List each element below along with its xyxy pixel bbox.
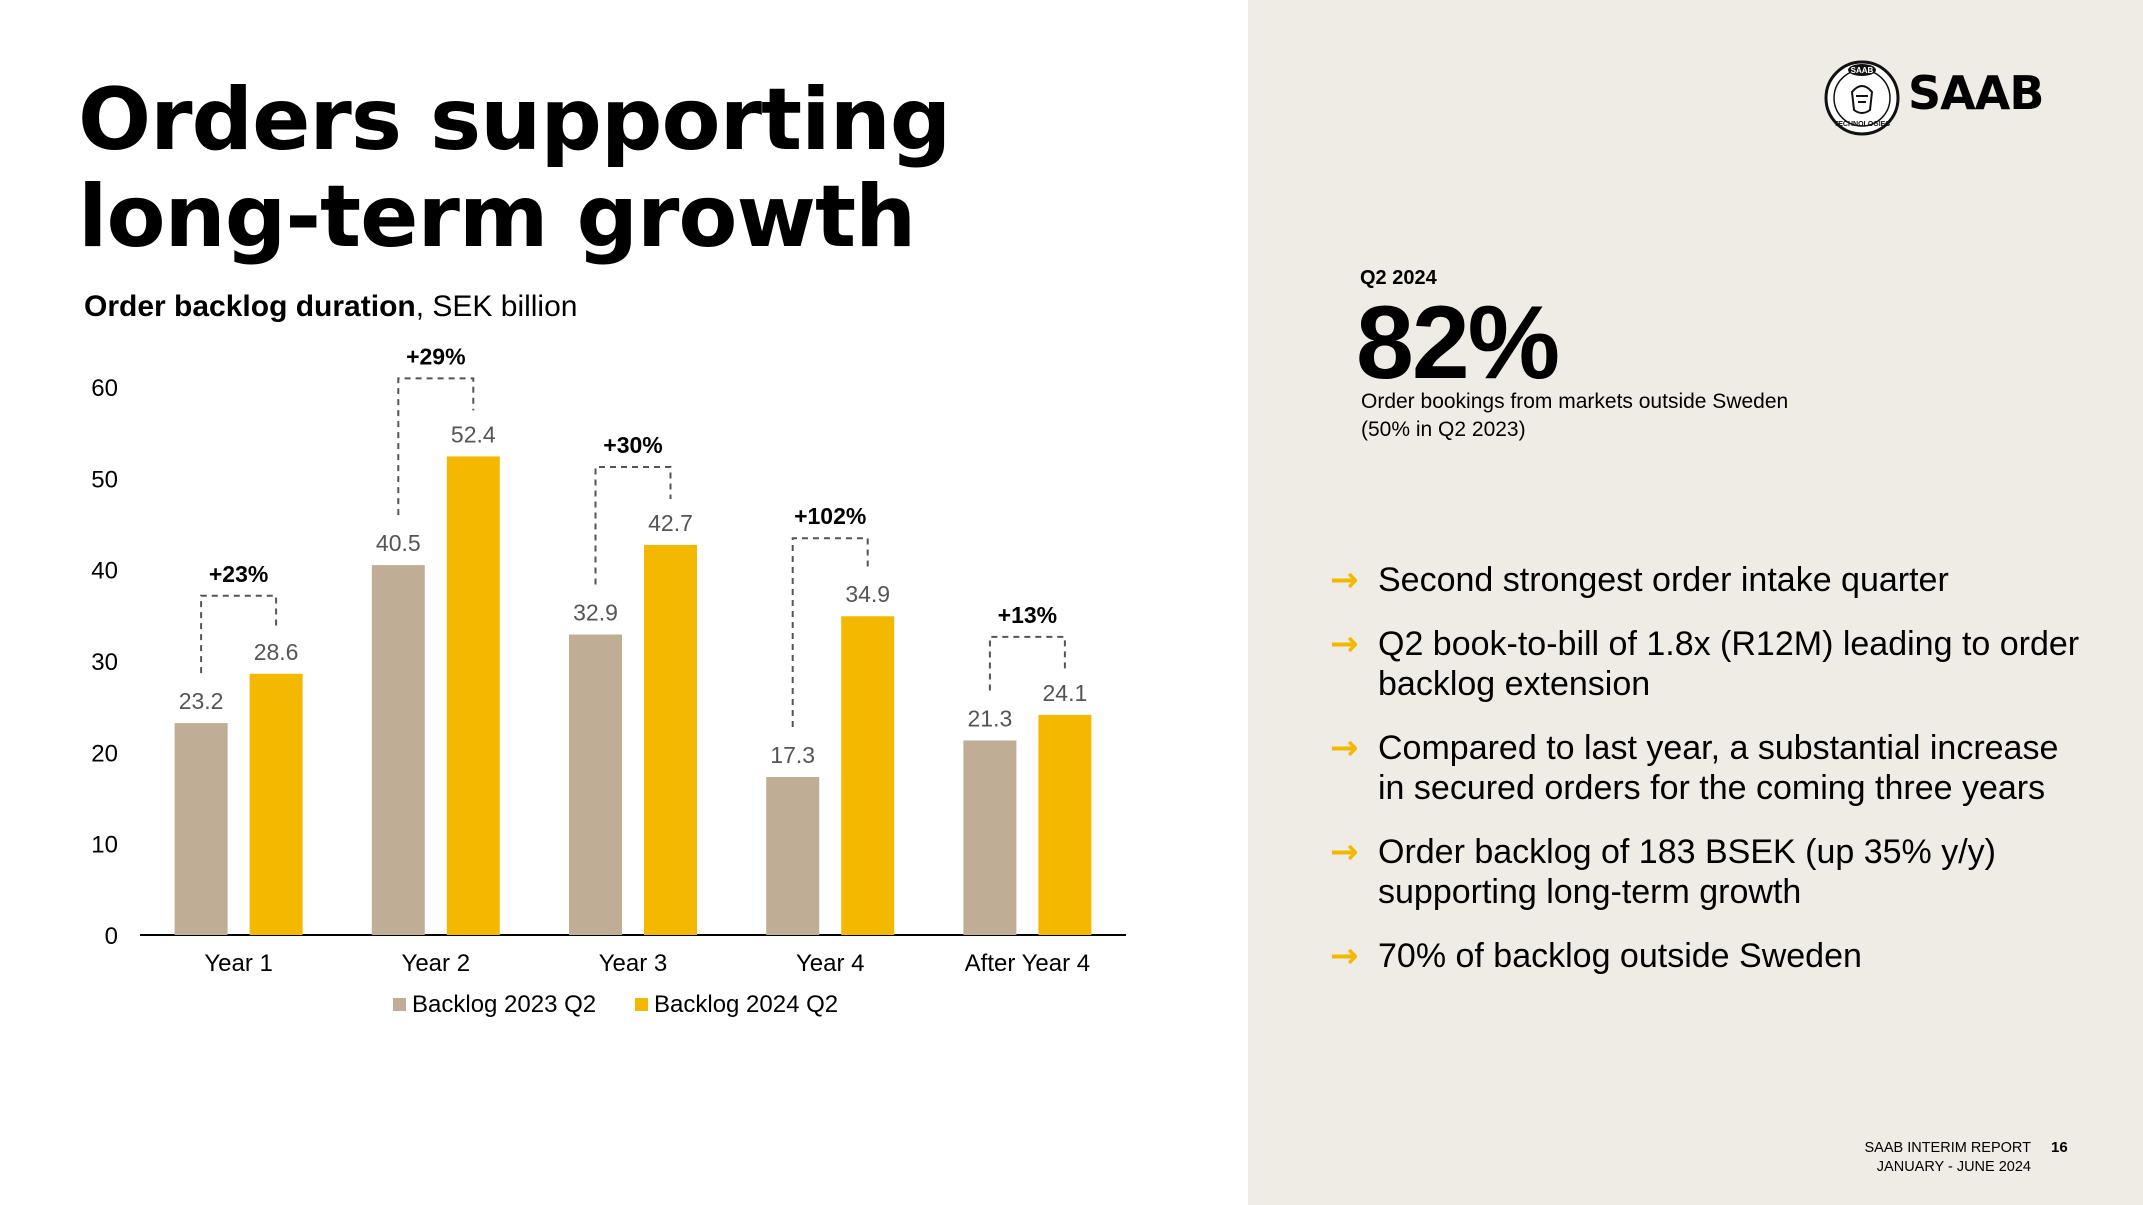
y-tick-label: 40 xyxy=(91,558,118,585)
kpi-value: 82% xyxy=(1356,285,1560,401)
highlight-item: → 70% of backlog outside Sweden xyxy=(1330,936,2090,976)
bar-backlog-2023-q2 xyxy=(766,776,820,935)
growth-bracket xyxy=(988,635,1066,691)
growth-label: +102% xyxy=(794,503,866,529)
highlight-text: Order backlog of 183 BSEK (up 35% y/y) s… xyxy=(1378,833,1996,911)
x-category-label: Year 2 xyxy=(402,950,471,977)
saab-wordmark: SAAB xyxy=(1908,66,2044,120)
arrow-right-icon: → xyxy=(1330,560,1359,600)
bar-backlog-2023-q2 xyxy=(569,634,622,935)
svg-text:SAAB: SAAB xyxy=(1851,66,1874,75)
kpi-description: Order bookings from markets outside Swed… xyxy=(1361,388,1788,444)
growth-bracket xyxy=(397,377,475,516)
growth-bracket xyxy=(594,466,672,585)
kpi-description-line-1: Order bookings from markets outside Swed… xyxy=(1361,390,1789,413)
growth-label: +29% xyxy=(406,343,465,369)
highlights-list: → Second strongest order intake quarter →… xyxy=(1330,560,2090,1000)
growth-label: +30% xyxy=(603,432,662,458)
bar-backlog-2024-q2 xyxy=(1038,714,1092,935)
footer-line-1: SAAB INTERIM REPORT xyxy=(1864,1140,2031,1156)
arrow-right-icon: → xyxy=(1330,728,1359,768)
y-tick-label: 0 xyxy=(105,923,118,950)
bar-backlog-2024-q2 xyxy=(841,616,895,935)
footer-line-2: JANUARY - JUNE 2024 xyxy=(1876,1159,2031,1175)
y-tick-label: 60 xyxy=(91,375,118,402)
bar-value-label: 32.9 xyxy=(573,600,618,626)
growth-label: +13% xyxy=(998,602,1057,628)
bar-backlog-2024-q2 xyxy=(446,456,500,935)
x-category-label: Year 1 xyxy=(204,950,273,977)
bar-value-label: 42.7 xyxy=(648,510,693,536)
side-panel xyxy=(1248,0,2143,1205)
highlight-item: → Second strongest order intake quarter xyxy=(1330,560,2090,600)
bar-backlog-2024-q2 xyxy=(249,673,303,935)
growth-bracket xyxy=(200,594,278,674)
saab-emblem-icon: SAAB TECHNOLOGIES xyxy=(1824,60,1900,136)
bar-value-label: 52.4 xyxy=(451,421,496,447)
page-number: 16 xyxy=(2051,1139,2068,1156)
y-tick-label: 10 xyxy=(91,832,118,859)
content-panel xyxy=(0,0,1248,1205)
kpi-description-line-2: (50% in Q2 2023) xyxy=(1361,418,1526,441)
highlight-item: → Compared to last year, a substantial in… xyxy=(1330,728,2090,808)
y-tick-label: 50 xyxy=(91,466,118,493)
legend-swatch xyxy=(635,998,648,1011)
bar-value-label: 28.6 xyxy=(254,639,299,665)
bar-value-label: 34.9 xyxy=(845,581,890,607)
x-category-label: Year 3 xyxy=(599,950,668,977)
bar-value-label: 24.1 xyxy=(1043,680,1088,706)
arrow-right-icon: → xyxy=(1330,936,1359,976)
y-tick-label: 20 xyxy=(91,740,118,767)
x-category-label: After Year 4 xyxy=(965,950,1090,977)
bar-value-label: 23.2 xyxy=(179,688,224,714)
highlight-text: Second strongest order intake quarter xyxy=(1378,561,1949,599)
bar-value-label: 17.3 xyxy=(770,742,815,768)
saab-logo: SAAB TECHNOLOGIES xyxy=(1824,60,1900,136)
title-line-2: long-term growth xyxy=(78,167,916,267)
legend-label: Backlog 2024 Q2 xyxy=(654,991,838,1018)
arrow-right-icon: → xyxy=(1330,832,1359,872)
page-title: Orders supporting long-term growth xyxy=(78,72,1178,266)
y-tick-label: 30 xyxy=(91,649,118,676)
chart-heading-bold: Order backlog duration xyxy=(84,290,416,323)
bar-value-label: 21.3 xyxy=(968,705,1013,731)
growth-bracket xyxy=(791,537,869,727)
legend-label: Backlog 2023 Q2 xyxy=(412,991,596,1018)
bar-backlog-2023-q2 xyxy=(371,565,425,935)
order-backlog-bar-chart: 0 10 20 30 40 50 60 23.2 28.6 +23% Year 1 40.5 52.4 +… xyxy=(91,343,1126,1018)
highlight-text: 70% of backlog outside Sweden xyxy=(1378,937,1862,975)
svg-text:TECHNOLOGIES: TECHNOLOGIES xyxy=(1834,121,1890,128)
highlight-item: → Q2 book-to-bill of 1.8x (R12M) leading … xyxy=(1330,624,2090,704)
title-line-1: Orders supporting xyxy=(78,70,951,170)
footer-report-title: SAAB INTERIM REPORT JANUARY - JUNE 2024 xyxy=(1864,1139,2031,1177)
x-category-label: Year 4 xyxy=(796,950,865,977)
bar-backlog-2023-q2 xyxy=(963,740,1017,935)
kpi-label: Q2 2024 xyxy=(1360,267,1437,289)
chart-heading: Order backlog duration, SEK billion xyxy=(84,290,577,324)
bar-backlog-2023-q2 xyxy=(174,723,228,935)
highlight-text: Q2 book-to-bill of 1.8x (R12M) leading t… xyxy=(1378,625,2080,703)
growth-label: +23% xyxy=(209,561,268,587)
chart-heading-unit: , SEK billion xyxy=(415,290,578,323)
highlight-item: → Order backlog of 183 BSEK (up 35% y/y) … xyxy=(1330,832,2090,912)
bar-backlog-2024-q2 xyxy=(644,545,697,935)
highlight-text: Compared to last year, a substantial inc… xyxy=(1378,729,2059,807)
arrow-right-icon: → xyxy=(1330,624,1359,664)
bar-value-label: 40.5 xyxy=(376,530,421,556)
legend-swatch xyxy=(393,998,406,1011)
